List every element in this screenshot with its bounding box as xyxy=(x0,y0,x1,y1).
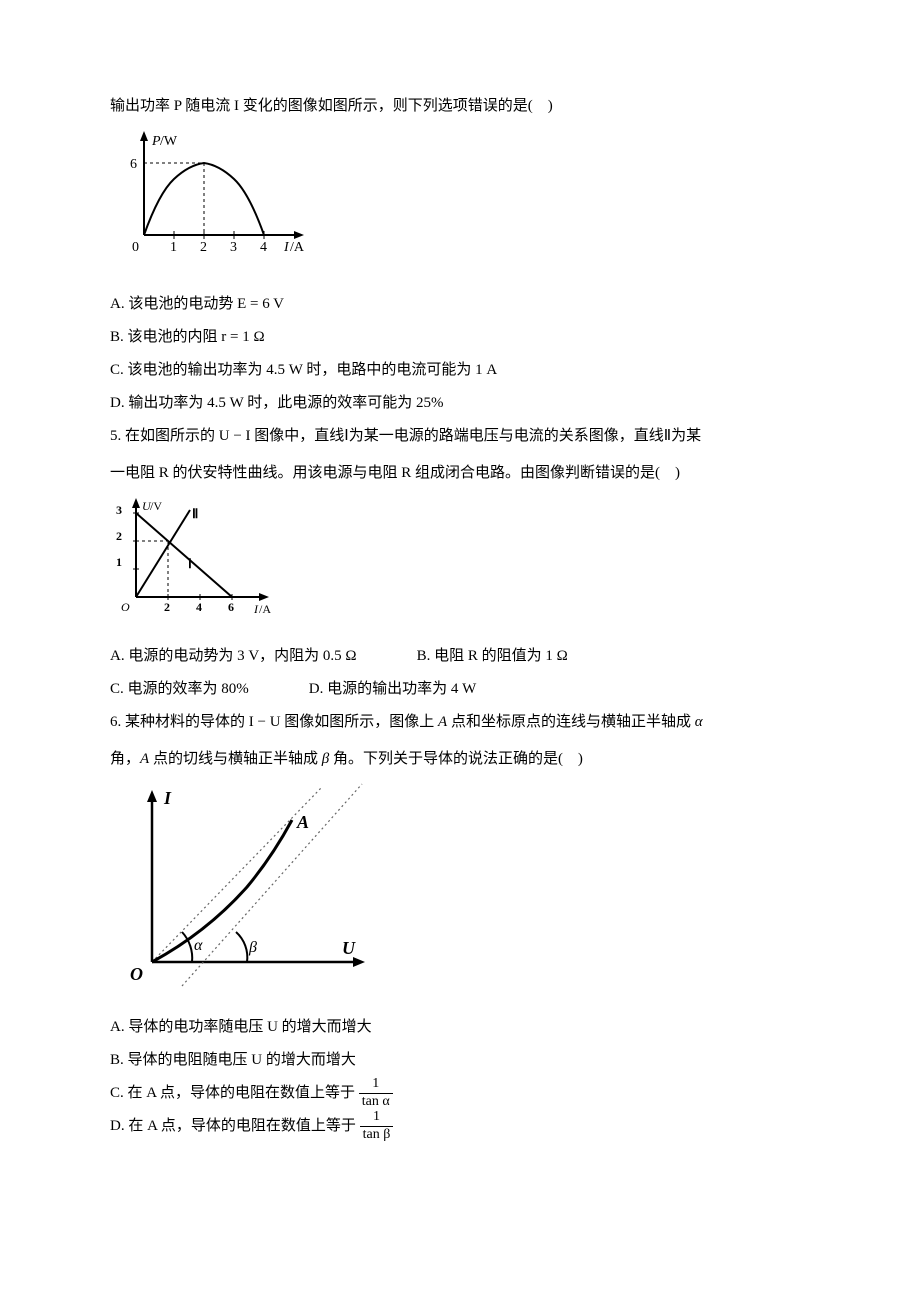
q6-optC-frac: 1tan α xyxy=(359,1077,393,1109)
q5-option-a[interactable]: A. 电源的电动势为 3 V，内阻为 0.5 Ω xyxy=(110,640,357,673)
svg-text:6: 6 xyxy=(228,600,234,614)
svg-text:3: 3 xyxy=(116,503,122,517)
q6-optD-frac: 1tan β xyxy=(360,1110,394,1142)
q6-option-a[interactable]: A. 导体的电功率随电压 U 的增大而增大 xyxy=(110,1011,810,1044)
svg-text:Ⅱ: Ⅱ xyxy=(192,506,198,521)
q6-A-letter-2: A xyxy=(140,751,149,767)
q6-intro-line2: 角，A 点的切线与横轴正半轴成 β 角。下列关于导体的说法正确的是( ) xyxy=(110,743,810,776)
q5-chart: U /V I /A 3 2 1 2 4 6 O Ⅱ Ⅰ xyxy=(110,494,810,632)
q6-option-b[interactable]: B. 导体的电阻随电压 U 的增大而增大 xyxy=(110,1044,810,1077)
svg-text:2: 2 xyxy=(116,529,122,543)
svg-text:4: 4 xyxy=(196,600,202,614)
svg-text:U: U xyxy=(342,938,356,958)
svg-text:1: 1 xyxy=(116,555,122,569)
q5-option-c[interactable]: C. 电源的效率为 80% xyxy=(110,673,249,706)
q5-intro-line2: 一电阻 R 的伏安特性曲线。用该电源与电阻 R 组成闭合电路。由图像判断错误的是… xyxy=(110,457,810,490)
svg-text:/A: /A xyxy=(290,240,305,255)
svg-text:β: β xyxy=(248,939,257,956)
q4-option-c[interactable]: C. 该电池的输出功率为 4.5 W 时，电路中的电流可能为 1 A xyxy=(110,354,810,387)
svg-text:I: I xyxy=(283,240,290,255)
svg-text:1: 1 xyxy=(170,240,177,255)
q6-optD-pre: D. 在 A 点，导体的电阻在数值上等于 xyxy=(110,1118,360,1134)
q4-option-d[interactable]: D. 输出功率为 4.5 W 时，此电源的效率可能为 25% xyxy=(110,387,810,420)
svg-text:3: 3 xyxy=(230,240,237,255)
svg-text:/W: /W xyxy=(160,134,178,149)
svg-text:I: I xyxy=(163,788,172,808)
svg-text:α: α xyxy=(194,937,203,954)
svg-text:/A: /A xyxy=(259,602,271,616)
q6-chart: I U O A α β xyxy=(110,780,810,1003)
q6-intro1-a: 6. 某种材料的导体的 I − U 图像如图所示，图像上 xyxy=(110,714,438,730)
q6-optC-pre: C. 在 A 点，导体的电阻在数值上等于 xyxy=(110,1085,359,1101)
q4-option-a[interactable]: A. 该电池的电动势 E = 6 V xyxy=(110,288,810,321)
q4-intro: 输出功率 P 随电流 I 变化的图像如图所示，则下列选项错误的是( ) xyxy=(110,90,810,123)
q5-intro-line1: 5. 在如图所示的 U − I 图像中，直线Ⅰ为某一电源的路端电压与电流的关系图… xyxy=(110,420,810,453)
q6-option-c[interactable]: C. 在 A 点，导体的电阻在数值上等于 1tan α xyxy=(110,1077,810,1110)
svg-text:O: O xyxy=(130,964,143,984)
q6-option-d[interactable]: D. 在 A 点，导体的电阻在数值上等于 1tan β xyxy=(110,1110,810,1143)
q6-intro2-b: 点的切线与横轴正半轴成 xyxy=(149,751,322,767)
q5-option-d[interactable]: D. 电源的输出功率为 4 W xyxy=(309,673,477,706)
svg-text:0: 0 xyxy=(132,240,139,255)
q6-intro2-a: 角， xyxy=(110,751,140,767)
q4-option-b[interactable]: B. 该电池的内阻 r = 1 Ω xyxy=(110,321,810,354)
svg-text:/V: /V xyxy=(150,499,162,513)
svg-text:2: 2 xyxy=(164,600,170,614)
q6-intro-line1: 6. 某种材料的导体的 I − U 图像如图所示，图像上 A 点和坐标原点的连线… xyxy=(110,706,810,739)
q6-A-letter-1: A xyxy=(438,714,447,730)
q6-intro1-b: 点和坐标原点的连线与横轴正半轴成 xyxy=(447,714,695,730)
svg-text:6: 6 xyxy=(130,157,137,172)
q6-intro2-c: 角。下列关于导体的说法正确的是( ) xyxy=(329,751,583,767)
q5-option-b[interactable]: B. 电阻 R 的阻值为 1 Ω xyxy=(417,640,568,673)
svg-text:O: O xyxy=(121,600,130,614)
svg-text:Ⅰ: Ⅰ xyxy=(188,556,192,571)
q6-alpha-1: α xyxy=(695,714,703,730)
svg-text:4: 4 xyxy=(260,240,267,255)
svg-text:2: 2 xyxy=(200,240,207,255)
q4-chart: P /W I /A 6 0 1 2 3 4 xyxy=(110,127,810,280)
svg-text:A: A xyxy=(296,812,309,832)
